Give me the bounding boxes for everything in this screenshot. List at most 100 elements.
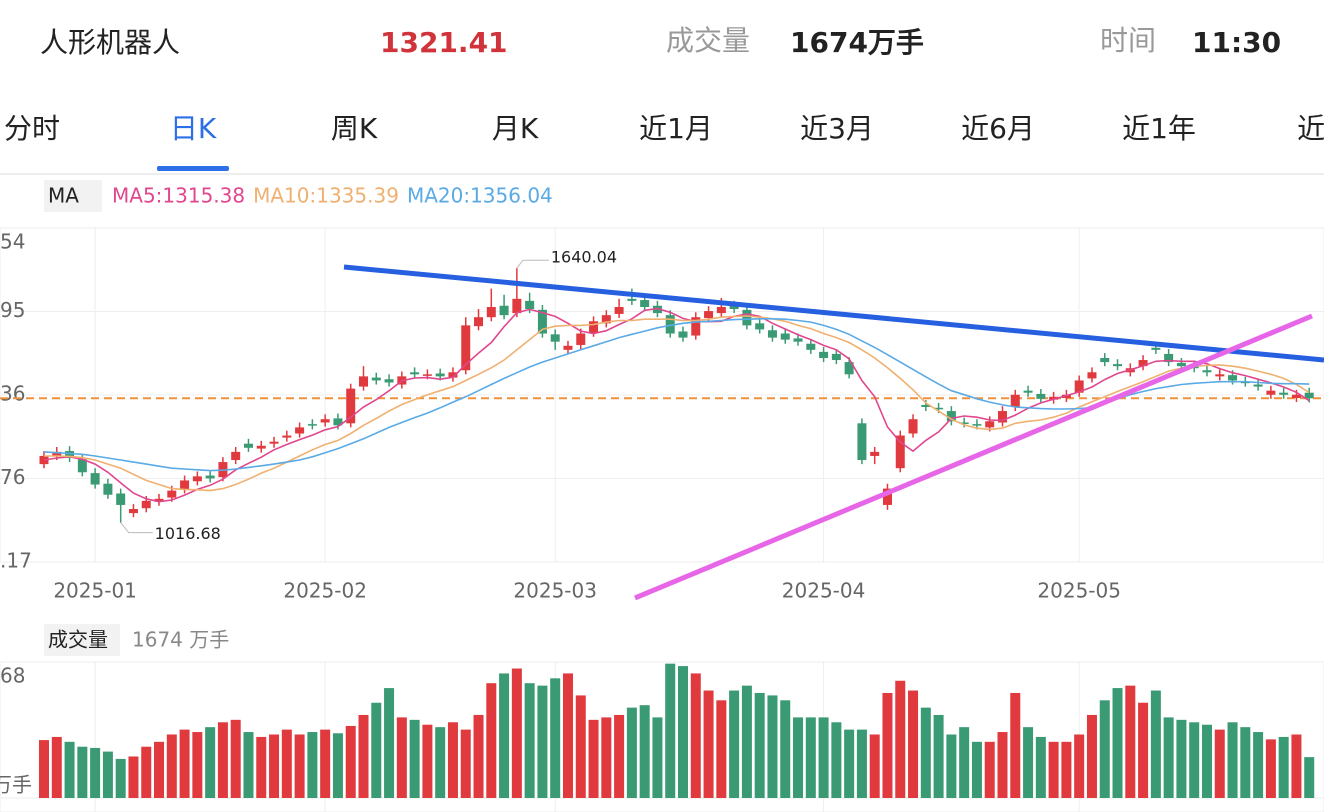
tab[interactable]: 近3 [1297,112,1324,145]
candle-body [563,345,573,350]
candle-body [729,305,739,310]
volume-bar [639,705,650,798]
tab[interactable]: 近1年 [1122,112,1196,145]
volume-bar [154,741,165,798]
volume-bar [499,673,510,798]
volume-bar [831,722,842,798]
volume-bar [460,729,471,798]
volume-bar [205,727,216,798]
volume-bar [1010,692,1021,798]
candle-body [1036,393,1046,399]
volume-bar [345,725,356,798]
candle-body [295,427,305,434]
volume-bar [537,685,548,798]
volume-bar [741,685,752,798]
volume-bar [1214,729,1225,798]
candle-body [1228,375,1238,381]
volume-bar [601,717,612,798]
volume-label: 成交量 [666,24,750,57]
candle-body [1291,394,1301,399]
volume-bar [1227,722,1238,798]
candle-body [806,343,816,350]
volume-tick-label: 万手 [0,773,32,797]
candle-body [371,377,381,381]
volume-tick-label: 68 [0,664,25,688]
candle-body [307,424,317,426]
candle-body [410,372,420,375]
candle-body [1087,372,1097,379]
volume-bar [511,668,522,798]
tab[interactable]: 近3月 [800,112,874,145]
volume-bar [588,719,599,798]
candle-body [384,379,394,383]
candle-body [972,424,982,426]
volume-bar [409,719,420,798]
volume-bar [230,719,241,798]
ma-line [43,307,1310,503]
x-tick-label: 2025-01 [53,579,137,603]
volume-bar [422,724,433,798]
trend-line-pink [634,313,1313,601]
candle-body [831,353,841,361]
volume-bar [1099,700,1110,798]
tab[interactable]: 月K [492,112,539,145]
candle-body [1010,394,1020,407]
candle-body [359,376,368,387]
candle-body [52,451,62,456]
volume-bar [447,722,458,798]
annotation-low: 1016.68 [155,524,221,543]
candle-body [1176,362,1186,367]
volume-bar [690,673,701,798]
volume-bar [1163,717,1174,798]
candle-body [678,331,688,338]
volume-bar [1150,690,1161,798]
candle-body [1074,380,1084,393]
candle-body [192,476,202,482]
candle-body [691,317,701,336]
volume-bar [179,729,190,798]
volume-bar [435,727,446,798]
candle-body [243,443,253,448]
tab[interactable]: 近6月 [961,112,1035,145]
candle-body [870,451,880,456]
volume-bar [562,673,573,798]
volume-bar [678,666,688,798]
volume-bar [486,683,497,798]
volume-bar [780,700,791,798]
candle-body [576,333,586,345]
volume-bar [1061,741,1072,798]
volume-bar [141,746,152,798]
tab[interactable]: 周K [331,112,378,145]
volume-bar [754,692,765,798]
candle-body [422,374,432,376]
volume-bar [1074,734,1085,798]
volume-bar [971,741,982,798]
candle-body [601,315,611,324]
tab[interactable]: 日K [170,112,217,145]
candle-body [767,330,777,338]
candle-body [704,311,714,319]
candle-body [154,498,164,502]
volume-bar [997,732,1008,798]
volume-bar [64,741,75,798]
tab[interactable]: 近1月 [639,112,713,145]
candle-body [882,488,892,505]
candle-body [780,333,790,340]
volume-bar [767,695,778,798]
tab[interactable]: 分时 [4,112,60,145]
candle-body [90,473,100,485]
y-tick-label: .17 [0,549,32,573]
volume-bar [575,695,586,798]
volume-bar [1023,727,1034,798]
volume-bar [1086,714,1097,798]
candle-body [231,451,241,461]
candle-body [1164,353,1174,363]
candle-body [946,411,956,422]
candle-body [665,315,675,334]
y-tick-label: 54 [0,230,25,254]
candle-body [346,388,356,424]
volume-bar [1112,688,1123,798]
candle-body [959,422,969,424]
candle-body [282,435,292,438]
